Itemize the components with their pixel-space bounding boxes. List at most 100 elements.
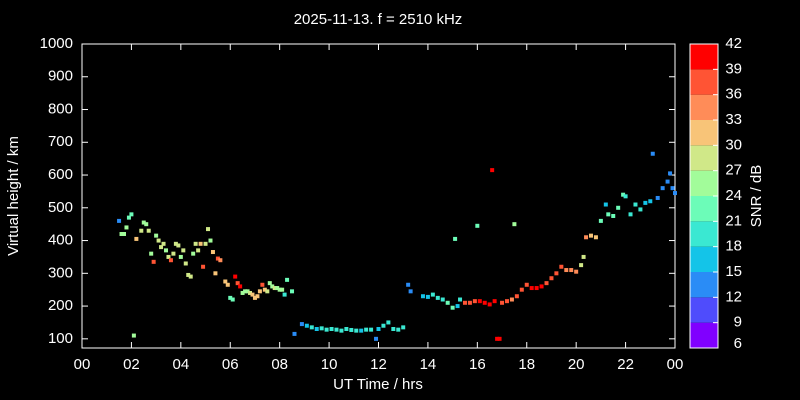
data-point	[240, 290, 245, 295]
data-point	[208, 238, 213, 243]
data-point	[141, 220, 146, 225]
data-point	[472, 299, 477, 304]
data-point	[280, 287, 285, 292]
data-point	[512, 222, 517, 227]
x-tick-label: 08	[271, 356, 288, 373]
data-point	[277, 287, 282, 292]
data-point	[349, 327, 354, 332]
data-point	[161, 241, 166, 246]
data-point	[549, 276, 554, 281]
colorbar-tick-label: 9	[734, 314, 742, 331]
data-point	[581, 254, 586, 259]
data-point	[648, 199, 653, 204]
data-point	[191, 251, 196, 256]
data-point	[171, 251, 176, 256]
data-point	[282, 292, 287, 297]
data-point	[201, 264, 206, 269]
data-point	[569, 268, 574, 273]
data-point	[146, 228, 151, 233]
data-point	[119, 232, 124, 236]
data-point	[129, 212, 134, 217]
data-point	[453, 236, 458, 241]
data-point	[359, 328, 364, 333]
data-point	[660, 186, 665, 191]
data-point	[509, 297, 514, 302]
data-point	[117, 218, 122, 223]
data-point	[139, 228, 144, 233]
data-point	[450, 305, 455, 310]
data-point	[218, 258, 223, 263]
colorbar-tick-label: 18	[725, 238, 742, 255]
data-point	[374, 336, 379, 341]
data-point	[593, 235, 598, 240]
data-point	[151, 259, 156, 264]
data-point	[159, 245, 164, 250]
data-point	[144, 222, 149, 227]
data-point	[364, 327, 369, 332]
y-tick-label: 1000	[40, 35, 73, 52]
data-point	[477, 299, 482, 304]
y-tick-label: 500	[48, 199, 73, 216]
data-point	[329, 327, 334, 331]
data-point	[598, 218, 603, 223]
colorbar-tick-label: 27	[725, 162, 742, 179]
data-point	[248, 290, 253, 295]
data-point	[492, 299, 497, 304]
data-point	[319, 326, 324, 331]
x-tick-label: 22	[617, 356, 634, 373]
data-point	[643, 200, 648, 205]
x-tick-label: 02	[123, 356, 140, 373]
data-point	[250, 292, 255, 297]
data-point	[255, 294, 260, 299]
data-point	[670, 186, 675, 191]
data-point	[196, 248, 201, 253]
data-point	[655, 195, 660, 200]
data-point	[262, 287, 267, 292]
data-point	[290, 289, 295, 294]
x-tick-label: 06	[222, 356, 239, 373]
data-point	[252, 295, 257, 300]
data-point	[611, 213, 616, 218]
data-point	[134, 236, 139, 241]
data-point	[524, 282, 529, 287]
data-point	[440, 297, 445, 302]
data-point	[178, 254, 183, 259]
y-tick-label: 900	[48, 68, 73, 85]
data-point	[539, 284, 544, 289]
data-point	[238, 284, 243, 289]
data-point	[391, 327, 396, 331]
colorbar-cell	[690, 246, 718, 272]
data-point	[668, 171, 673, 176]
data-point	[206, 227, 211, 232]
data-point	[584, 235, 589, 240]
colorbar-cell	[690, 145, 718, 171]
x-tick-label: 00	[74, 356, 91, 373]
data-point	[168, 258, 173, 263]
data-point	[504, 299, 509, 304]
colorbar-cell	[690, 120, 718, 146]
data-point	[616, 205, 621, 210]
colorbar-cell	[690, 322, 718, 348]
y-tick-label: 300	[48, 264, 73, 281]
data-point	[588, 233, 593, 238]
data-point	[529, 286, 534, 291]
data-point	[430, 292, 435, 297]
data-point	[376, 327, 381, 331]
y-tick-label: 100	[48, 330, 73, 347]
data-point	[166, 254, 171, 259]
y-axis-label: Virtual height / km	[5, 136, 22, 256]
data-point	[623, 194, 628, 199]
data-point	[243, 289, 248, 294]
data-point	[482, 300, 487, 305]
data-point	[267, 281, 272, 286]
colorbar-cell	[690, 94, 718, 120]
y-tick-label: 200	[48, 297, 73, 314]
data-point	[285, 277, 290, 282]
data-point	[514, 294, 519, 299]
data-point	[164, 248, 169, 253]
data-point	[606, 212, 611, 217]
data-point	[458, 297, 463, 302]
colorbar-tick-label: 39	[725, 60, 742, 77]
data-point	[270, 284, 275, 289]
data-point	[235, 281, 240, 286]
